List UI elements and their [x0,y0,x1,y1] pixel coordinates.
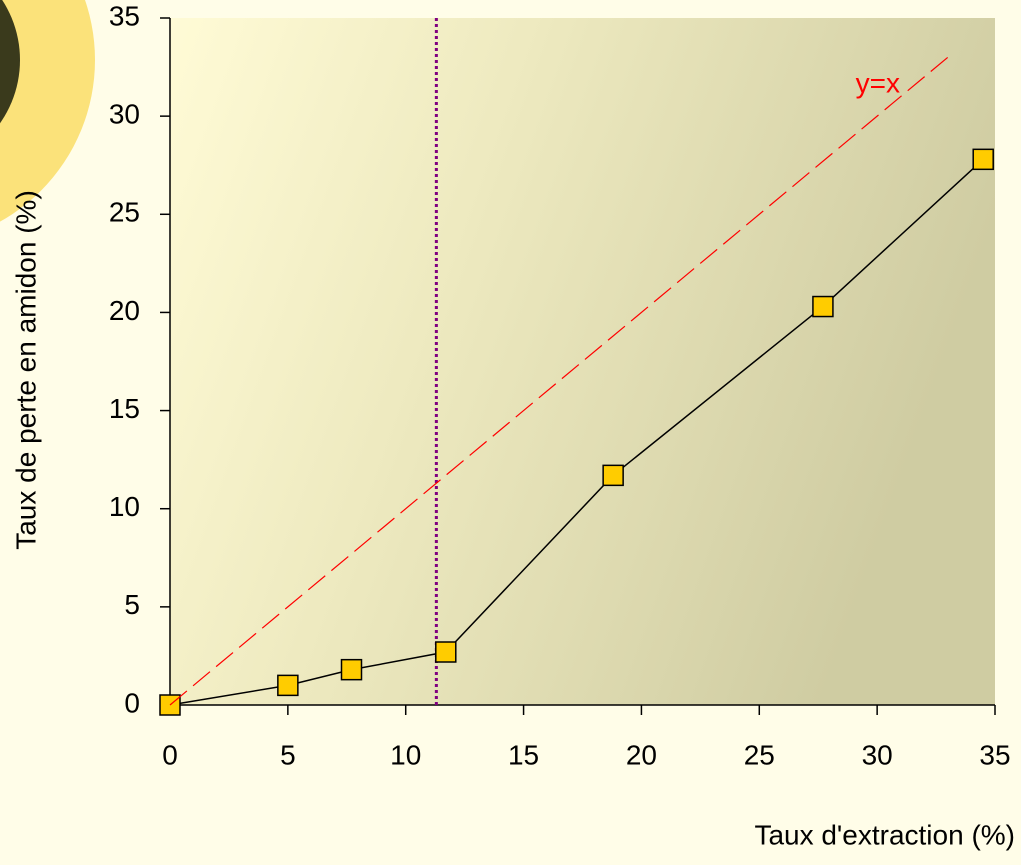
data-point [278,675,298,695]
x-tick-label: 15 [508,739,539,770]
x-tick-label: 30 [862,739,893,770]
line-label: y=x [856,68,900,99]
x-axis-title: Taux d'extraction (%) [754,819,1015,850]
x-tick-label: 5 [280,739,296,770]
y-tick-label: 5 [124,589,140,620]
x-tick-label: 25 [744,739,775,770]
y-tick-label: 35 [109,0,140,31]
chart: 0 5 10 15 20 25 30 35 0 5 10 15 20 25 30 35 y=x Taux d'e… [0,0,1021,865]
y-axis-title: Taux de perte en amidon (%) [10,190,41,550]
x-tick-label: 10 [390,739,421,770]
x-tick-label: 35 [979,739,1010,770]
y-tick-label: 15 [109,393,140,424]
x-tick-label: 20 [626,739,657,770]
y-tick-label: 10 [109,491,140,522]
data-point [973,149,993,169]
data-point [342,660,362,680]
x-tick-label: 0 [162,739,178,770]
y-tick-label: 30 [109,99,140,130]
data-point [436,642,456,662]
y-tick-label: 20 [109,295,140,326]
y-tick-label: 25 [109,197,140,228]
y-tick-label: 0 [124,687,140,718]
data-point [813,297,833,317]
data-point [603,465,623,485]
